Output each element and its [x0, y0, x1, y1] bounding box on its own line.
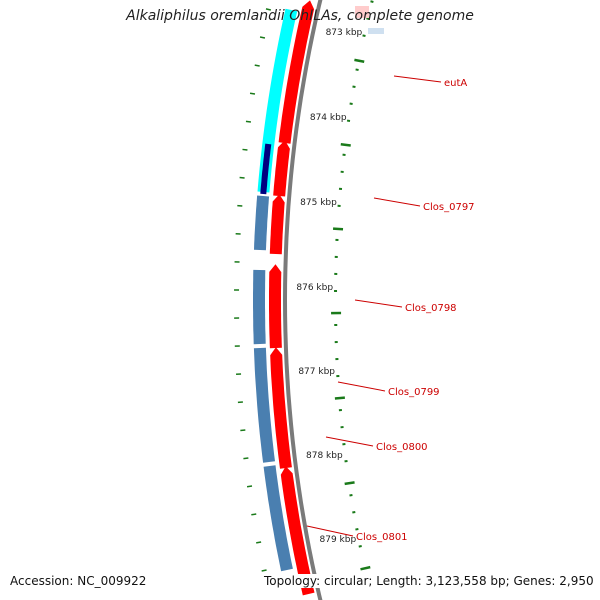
outer-tick	[254, 64, 260, 67]
minor-tick	[370, 0, 374, 3]
forward-cds-arc	[269, 194, 285, 255]
scale-layer: 873 kbp 874 kbp 875 kbp 876 kbp 877 kbp 878 k…	[234, 0, 374, 582]
outer-tick	[261, 569, 267, 572]
scale-label: 879 kbp	[320, 535, 357, 545]
outer-tick	[246, 485, 253, 488]
reverse-gene-arc	[253, 347, 275, 463]
gene-label[interactable]: Clos_0801	[356, 532, 408, 543]
major-tick	[334, 396, 345, 400]
gene-leader-line	[354, 299, 403, 308]
gene-leader-line	[337, 381, 386, 392]
gene-leader-line	[373, 197, 421, 207]
reverse-gene-arc	[253, 269, 266, 345]
scale-label: 878 kbp	[306, 451, 343, 461]
accession-label: Accession: NC_009922	[8, 574, 149, 588]
genome-backbone	[282, 0, 323, 600]
major-tick	[332, 227, 344, 231]
minor-tick	[366, 17, 370, 20]
outer-tick	[249, 92, 256, 95]
major-tick	[344, 481, 355, 486]
backbone-layer	[282, 0, 323, 600]
scale-label: 877 kbp	[298, 367, 335, 377]
forward-cds-fade	[355, 6, 369, 18]
forward-cds-arc	[270, 347, 292, 469]
forward-cds-arc	[269, 264, 282, 349]
outer-tick	[265, 8, 272, 11]
minor-tick	[362, 34, 366, 37]
forward-cds-arc	[278, 0, 315, 144]
gene-leader-line	[306, 525, 354, 537]
outer-tick	[259, 36, 266, 39]
gene-label[interactable]: eutA	[444, 78, 467, 89]
major-tick	[360, 565, 371, 571]
forward-cds-arc	[273, 140, 290, 197]
reverse-gene-arc	[260, 143, 272, 195]
reverse-gene-arc	[263, 465, 293, 572]
gene-label[interactable]: Clos_0799	[388, 387, 440, 398]
minor-tick	[355, 68, 359, 71]
outer-tick	[251, 513, 257, 516]
reverse-gene-fade	[368, 28, 384, 34]
gene-leader-line	[325, 436, 374, 447]
forward-cds-arc	[280, 466, 315, 596]
label-layer: eutA Clos_0797 Clos_0798 Clos_0799 Clos_0800…	[306, 75, 475, 543]
gene-label[interactable]: Clos_0798	[405, 303, 457, 314]
minor-tick	[355, 528, 359, 531]
outer-tick	[242, 148, 248, 151]
scale-label: 874 kbp	[310, 113, 347, 123]
major-tick	[354, 58, 365, 63]
scale-label: 875 kbp	[300, 198, 337, 208]
scale-label: 876 kbp	[296, 283, 333, 293]
outer-tick	[243, 457, 249, 460]
gene-label[interactable]: Clos_0800	[376, 442, 428, 453]
genome-summary: Topology: circular; Length: 3,123,558 bp…	[262, 574, 596, 588]
outer-tick	[245, 120, 252, 123]
minor-tick	[352, 85, 356, 88]
gene-leader-line	[393, 75, 442, 83]
minor-tick	[352, 511, 356, 514]
minor-tick	[358, 545, 362, 548]
reverse-gene-arc	[254, 195, 270, 251]
major-tick	[340, 143, 351, 147]
gene-label[interactable]: Clos_0797	[423, 202, 475, 213]
feature-layer	[253, 0, 384, 596]
outer-tick	[256, 541, 262, 544]
scale-label: 873 kbp	[326, 28, 363, 38]
map-title: Alkaliphilus oremlandii OhILAs, complete…	[126, 8, 474, 24]
